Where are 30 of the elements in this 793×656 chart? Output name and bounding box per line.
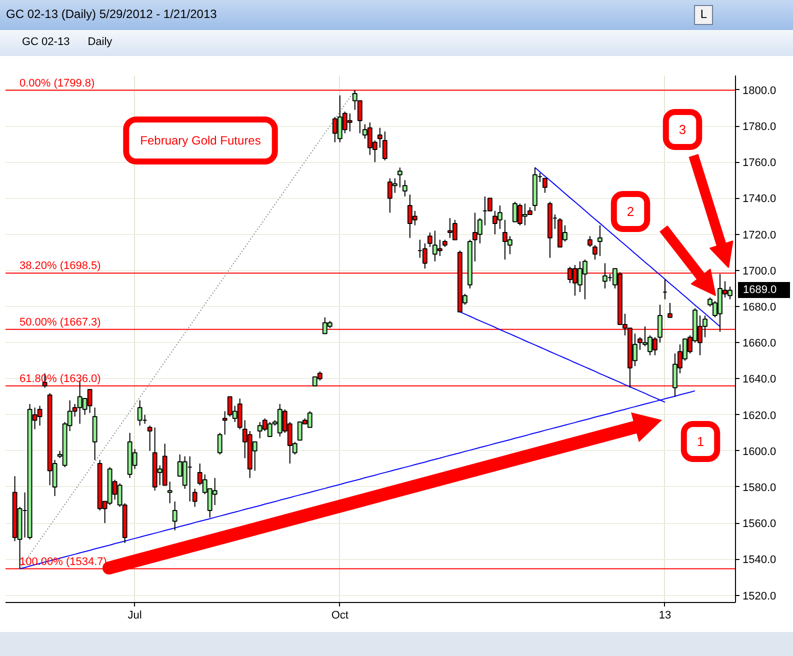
ref-line-label: 38.20% (1698.5) [20, 260, 101, 272]
text: Daily [88, 35, 112, 50]
ref-line-label: 0.00% (1799.8) [20, 77, 95, 90]
y-tick-label: 1520.0 [742, 590, 776, 602]
y-tick-label: 1540.0 [742, 554, 776, 566]
y-tick-label: 1600.0 [742, 446, 776, 458]
x-tick-label: 13 [658, 610, 672, 622]
annotation: 1 [696, 434, 704, 449]
x-tick-label: Oct [331, 610, 348, 622]
text: 1689.0 [743, 283, 777, 298]
y-tick-label: 1760.0 [742, 157, 776, 170]
y-tick-label: 1800.0 [742, 84, 776, 97]
text: L [694, 5, 713, 25]
annotation: 3 [678, 122, 686, 137]
x-tick-label: Jul [128, 610, 142, 622]
y-tick-label: 1740.0 [742, 193, 776, 206]
annotation: 2 [626, 204, 634, 219]
y-tick-label: 1620.0 [742, 410, 776, 422]
annotation: February Gold Futures [140, 134, 261, 148]
y-tick-label: 1640.0 [742, 374, 776, 386]
y-tick-label: 1720.0 [742, 229, 776, 242]
y-tick-label: 1780.0 [742, 121, 776, 134]
y-tick-label: 1580.0 [742, 482, 776, 494]
y-tick-label: 1680.0 [742, 302, 776, 314]
chart-title: GC 02-13 (Daily) 5/29/2012 - 1/21/2013 [6, 6, 217, 24]
y-tick-label: 1700.0 [742, 265, 776, 278]
text: GC 02-13 [22, 35, 70, 50]
y-tick-label: 1560.0 [742, 518, 776, 530]
y-tick-label: 1660.0 [742, 338, 776, 350]
ref-line-label: 50.00% (1667.3) [20, 316, 101, 328]
